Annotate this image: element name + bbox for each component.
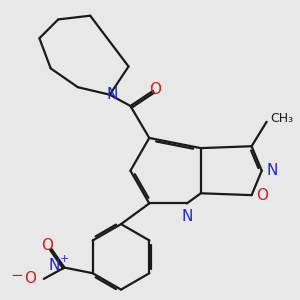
Text: N: N (267, 163, 278, 178)
Text: O: O (25, 272, 37, 286)
Text: N: N (181, 209, 193, 224)
Text: N: N (49, 258, 60, 273)
Text: O: O (256, 188, 268, 202)
Text: O: O (41, 238, 53, 253)
Text: N: N (107, 87, 118, 102)
Text: O: O (149, 82, 161, 97)
Text: −: − (10, 268, 23, 284)
Text: +: + (60, 254, 69, 264)
Text: CH₃: CH₃ (270, 112, 293, 124)
